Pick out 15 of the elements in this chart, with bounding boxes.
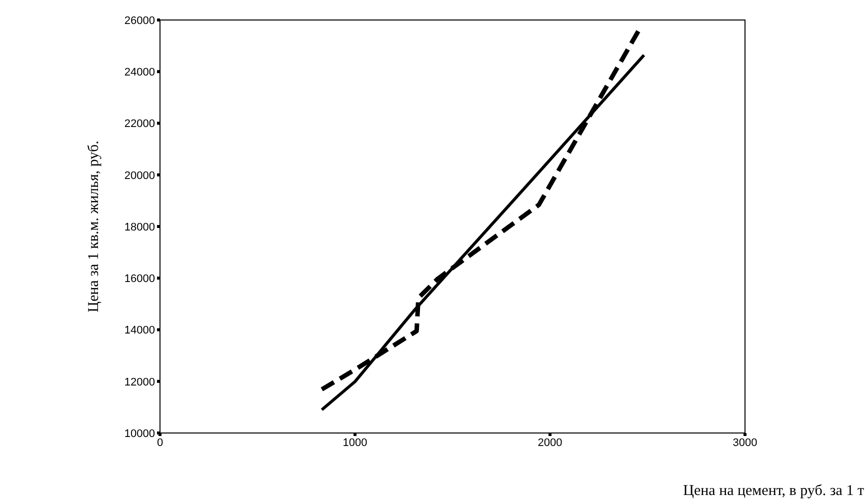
y-tick-label: 22000 <box>124 118 155 130</box>
x-tick-label: 1000 <box>342 436 368 449</box>
y-tick-label: 24000 <box>124 66 155 79</box>
x-axis-title: Цена на цемент, в руб. за 1 т <box>683 483 864 499</box>
y-tick-label: 26000 <box>124 14 155 27</box>
y-tick-label: 16000 <box>124 273 155 286</box>
y-tick-label: 14000 <box>124 324 155 337</box>
x-tick-label: 2000 <box>538 436 562 449</box>
y-tick-label: 18000 <box>124 221 155 234</box>
x-tick-label: 3000 <box>732 436 758 449</box>
y-tick-label: 12000 <box>124 376 155 388</box>
x-tick-label: 0 <box>156 436 164 449</box>
y-tick-label: 10000 <box>124 428 155 440</box>
y-tick-label: 20000 <box>124 170 155 182</box>
y-axis-title: Цена за 1 кв.м. жилья, руб. <box>86 140 102 312</box>
